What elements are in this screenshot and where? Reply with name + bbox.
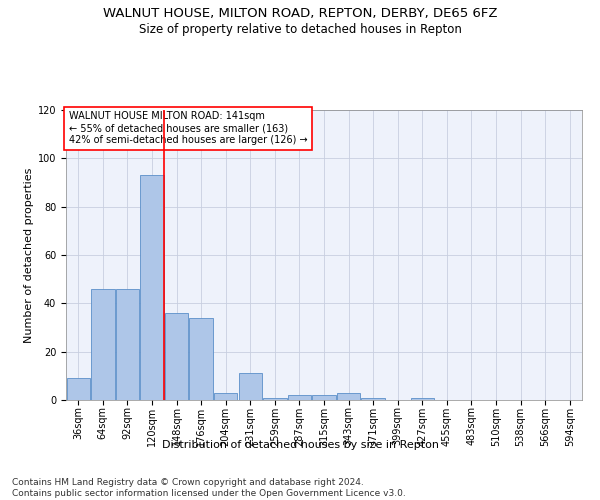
Bar — [116, 289, 139, 400]
Bar — [288, 395, 311, 400]
Bar — [190, 318, 213, 400]
Text: WALNUT HOUSE, MILTON ROAD, REPTON, DERBY, DE65 6FZ: WALNUT HOUSE, MILTON ROAD, REPTON, DERBY… — [103, 8, 497, 20]
Bar — [263, 398, 287, 400]
Bar — [67, 378, 90, 400]
Bar — [410, 398, 434, 400]
Bar — [91, 289, 115, 400]
Text: Distribution of detached houses by size in Repton: Distribution of detached houses by size … — [161, 440, 439, 450]
Bar — [361, 398, 385, 400]
Bar — [214, 393, 238, 400]
Text: WALNUT HOUSE MILTON ROAD: 141sqm
← 55% of detached houses are smaller (163)
42% : WALNUT HOUSE MILTON ROAD: 141sqm ← 55% o… — [68, 112, 307, 144]
Text: Contains HM Land Registry data © Crown copyright and database right 2024.
Contai: Contains HM Land Registry data © Crown c… — [12, 478, 406, 498]
Bar — [239, 374, 262, 400]
Bar — [140, 176, 164, 400]
Bar — [313, 395, 335, 400]
Text: Size of property relative to detached houses in Repton: Size of property relative to detached ho… — [139, 22, 461, 36]
Bar — [165, 313, 188, 400]
Bar — [337, 393, 360, 400]
Y-axis label: Number of detached properties: Number of detached properties — [23, 168, 34, 342]
